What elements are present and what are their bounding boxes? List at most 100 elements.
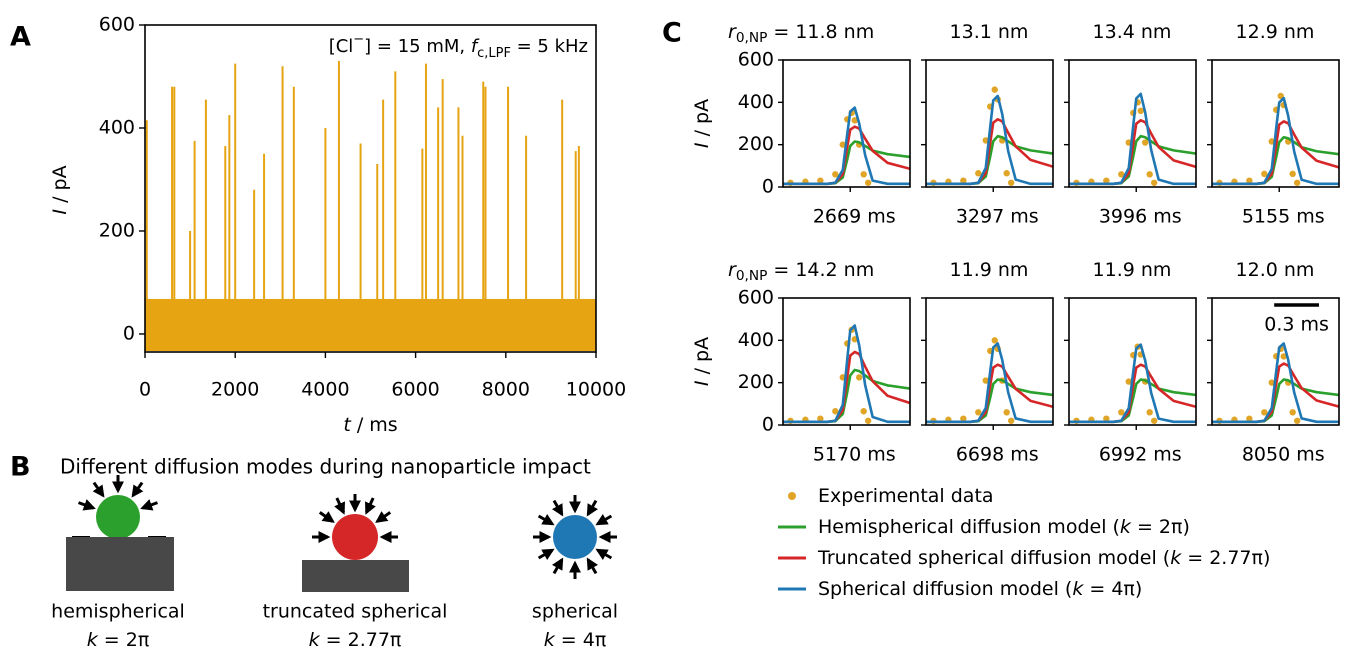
data-point	[864, 179, 872, 186]
data-point	[1003, 170, 1010, 177]
y-tick-label: 0	[123, 322, 135, 344]
frame	[925, 297, 1054, 426]
mode-k-part: k	[309, 629, 321, 650]
flux-arrow	[552, 557, 564, 575]
mode-label: spherical	[532, 601, 618, 623]
data-point	[1007, 179, 1015, 186]
data-point	[860, 171, 867, 178]
x-tick-label: 6000	[391, 379, 439, 401]
legend-label-part: Experimental data	[818, 485, 994, 507]
chart-c: 3297 ms 13.1 nm	[921, 21, 1054, 228]
x-tick-label: 4000	[301, 379, 349, 401]
particle	[553, 515, 597, 559]
chart-title-part: 11.9 nm	[1093, 259, 1172, 281]
chart-title-part: 0,NP	[736, 30, 768, 46]
chart-title-part: = 14.2 nm	[767, 259, 874, 281]
frame	[925, 59, 1054, 188]
y-tick-label: 600	[738, 49, 774, 71]
data-point	[1137, 107, 1144, 115]
chart-title: 13.4 nm	[1093, 21, 1172, 43]
substrate	[66, 537, 174, 591]
annotation-part: −	[353, 32, 364, 47]
data-point	[1125, 378, 1132, 385]
frame	[782, 297, 911, 426]
chart-title: r0,NP = 14.2 nm	[728, 259, 874, 285]
data-point	[1146, 409, 1153, 416]
y-axis-label: I / pA	[49, 165, 71, 214]
y-tick-label: 200	[738, 371, 774, 393]
data-point	[1261, 409, 1268, 416]
chart-c: 3996 ms 13.4 nm	[1064, 21, 1197, 228]
x-tick-label: 5170 ms	[813, 444, 896, 466]
y-tick-label: 200	[738, 133, 774, 155]
legend-label: Spherical diffusion model (k = 4π)	[818, 578, 1142, 600]
x-tick-label: 2000	[211, 379, 259, 401]
noise-band	[145, 298, 596, 351]
diagram-title: Different diffusion modes during nanopar…	[60, 455, 591, 479]
data-point	[856, 374, 863, 381]
chart-title-part: 13.1 nm	[950, 21, 1029, 43]
plot-area	[1069, 343, 1196, 424]
data-point	[991, 337, 998, 344]
x-axis-label-part: t	[343, 414, 352, 436]
data-point	[1277, 92, 1284, 100]
legend-label: Hemispherical diffusion model (k = 2π)	[818, 516, 1190, 538]
model-curve	[783, 324, 910, 424]
flux-arrow	[365, 497, 376, 515]
annotation-part: c,LPF	[477, 46, 511, 61]
data-point	[1007, 417, 1015, 424]
model-curve	[1069, 92, 1196, 186]
legend-label-part: k	[1120, 516, 1132, 538]
chart-title: r0,NP = 11.8 nm	[728, 21, 874, 47]
substrate-edge	[66, 537, 174, 539]
data-point	[1118, 409, 1125, 416]
frame	[1211, 59, 1340, 188]
chart-title-part: 0,NP	[736, 268, 768, 284]
plot-area	[1212, 92, 1339, 186]
chart-title: 12.0 nm	[1236, 259, 1315, 281]
x-tick-label: 3297 ms	[956, 206, 1039, 228]
chart-c: 6698 ms 11.9 nm	[921, 259, 1054, 466]
data-point	[864, 417, 872, 424]
plot-area	[1069, 92, 1196, 186]
data-point	[1103, 415, 1110, 422]
chart-title-part: 12.0 nm	[1236, 259, 1315, 281]
model-curve	[1069, 343, 1196, 424]
x-axis-label-part: / ms	[351, 414, 398, 436]
y-tick-label: 600	[99, 14, 135, 36]
y-tick-label: 600	[738, 287, 774, 309]
legend-label: Truncated spherical diffusion model (k =…	[817, 547, 1270, 569]
x-tick-label: 2669 ms	[813, 206, 896, 228]
data-point	[1289, 409, 1296, 416]
legend-label-part: = 2π)	[1131, 516, 1190, 538]
legend-label-part: Hemispherical diffusion model (	[818, 516, 1120, 538]
data-point	[1118, 171, 1125, 178]
y-axis-label-part: I	[691, 142, 713, 148]
y-axis-label-part: I	[49, 209, 71, 215]
x-tick-label: 6698 ms	[956, 444, 1039, 466]
x-tick-label: 3996 ms	[1099, 206, 1182, 228]
chart-title: 11.9 nm	[1093, 259, 1172, 281]
model-curve	[926, 94, 1053, 186]
y-tick-label: 200	[99, 219, 135, 241]
mode-k-part: = 4π	[555, 629, 607, 650]
particle	[332, 514, 378, 560]
panel-letter: A	[10, 22, 31, 53]
flux-arrow	[552, 499, 564, 517]
data-point	[960, 177, 967, 184]
chart-c: 8050 ms 12.0 nm 0.3 ms	[1207, 259, 1340, 466]
data-point	[1280, 353, 1287, 360]
diagram: Different diffusion modes during nanopar…	[51, 455, 618, 650]
mode-k-part: k	[544, 629, 556, 650]
annotation-part: f	[471, 36, 480, 57]
chart-c: 0 200 400 600 2669 ms r0,NP = 11.8 nm I / pA	[691, 21, 911, 228]
data-point	[975, 170, 982, 177]
y-tick-label: 400	[99, 116, 135, 138]
chart-title-part: r	[728, 259, 737, 281]
mode-label: truncated spherical	[263, 601, 448, 623]
scale-bar-label: 0.3 ms	[1264, 314, 1329, 336]
frame	[782, 59, 911, 188]
y-axis-label-part: / pA	[691, 99, 713, 143]
data-point	[960, 415, 967, 422]
flux-arrow	[375, 511, 392, 523]
